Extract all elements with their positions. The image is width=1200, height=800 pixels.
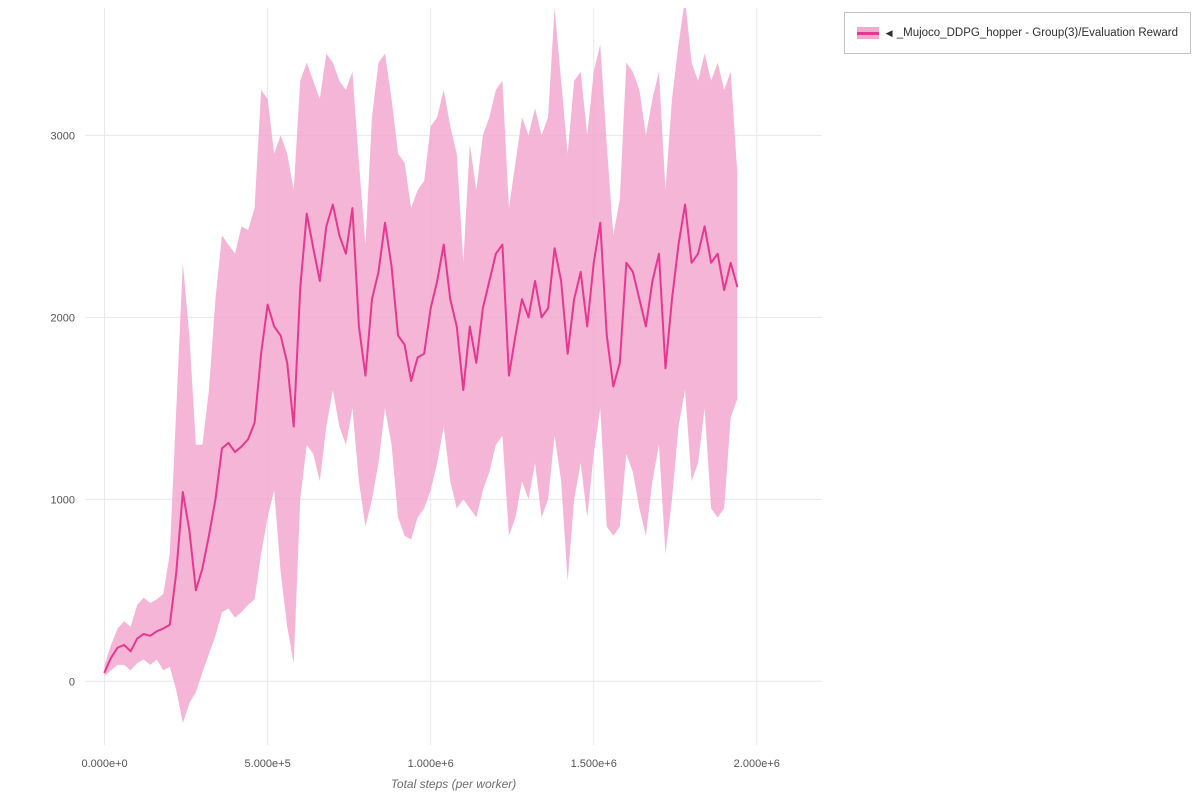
legend-swatch-line-icon xyxy=(856,31,879,35)
y-tick-label: 1000 xyxy=(51,494,75,506)
legend-item[interactable]: ◀ _Mujoco_DDPG_hopper - Group(3)/Evaluat… xyxy=(886,27,1178,39)
confidence-band xyxy=(104,8,738,724)
x-tick-label: 1.500e+6 xyxy=(571,758,617,770)
y-tick-label: 3000 xyxy=(51,130,75,142)
x-tick-label: 1.000e+6 xyxy=(408,758,454,770)
legend: ◀ _Mujoco_DDPG_hopper - Group(3)/Evaluat… xyxy=(843,12,1191,54)
collapse-triangle-icon[interactable]: ◀ xyxy=(885,28,893,38)
x-tick-label: 2.000e+6 xyxy=(734,758,780,770)
legend-item-label: _Mujoco_DDPG_hopper - Group(3)/Evaluatio… xyxy=(896,27,1178,39)
x-axis-title: Total steps (per worker) xyxy=(390,777,517,791)
y-tick-label: 0 xyxy=(69,676,75,688)
x-tick-label: 5.000e+5 xyxy=(245,758,291,770)
y-tick-label: 2000 xyxy=(51,312,75,324)
mean-line xyxy=(103,203,739,674)
x-tick-label: 0.000e+0 xyxy=(81,758,127,770)
legend-swatch xyxy=(856,27,879,39)
